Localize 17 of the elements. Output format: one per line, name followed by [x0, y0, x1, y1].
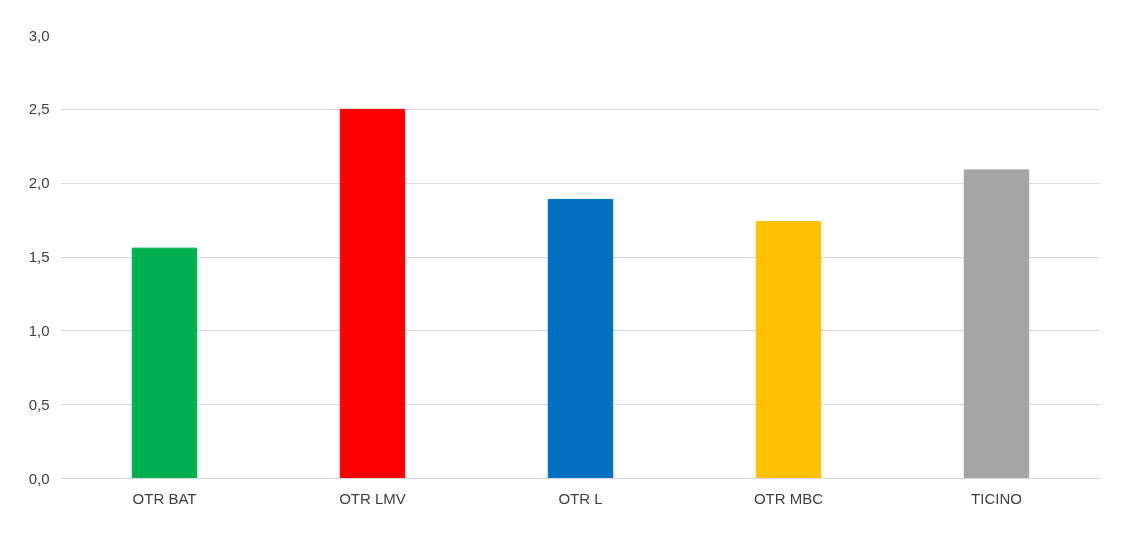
bar [963, 169, 1030, 479]
x-tick-label: OTR L [558, 489, 603, 507]
y-tick-label: 2,0 [28, 174, 50, 192]
y-tick-label: 3,0 [28, 26, 50, 44]
bar [755, 221, 822, 479]
y-tick-label: 0,0 [28, 469, 50, 487]
x-tick-label: OTR MBC [753, 489, 824, 507]
bar [131, 247, 198, 479]
x-tick-label: OTR BAT [132, 489, 197, 507]
y-tick-label: 1,0 [28, 321, 50, 339]
y-tick-label: 0,5 [28, 395, 50, 413]
bar [547, 198, 614, 479]
x-tick-label: OTR LMV [339, 489, 406, 507]
x-tick-label: TICINO [971, 489, 1022, 507]
bar [339, 108, 406, 479]
y-tick-label: 2,5 [28, 100, 50, 118]
y-tick-label: 1,5 [28, 248, 50, 265]
